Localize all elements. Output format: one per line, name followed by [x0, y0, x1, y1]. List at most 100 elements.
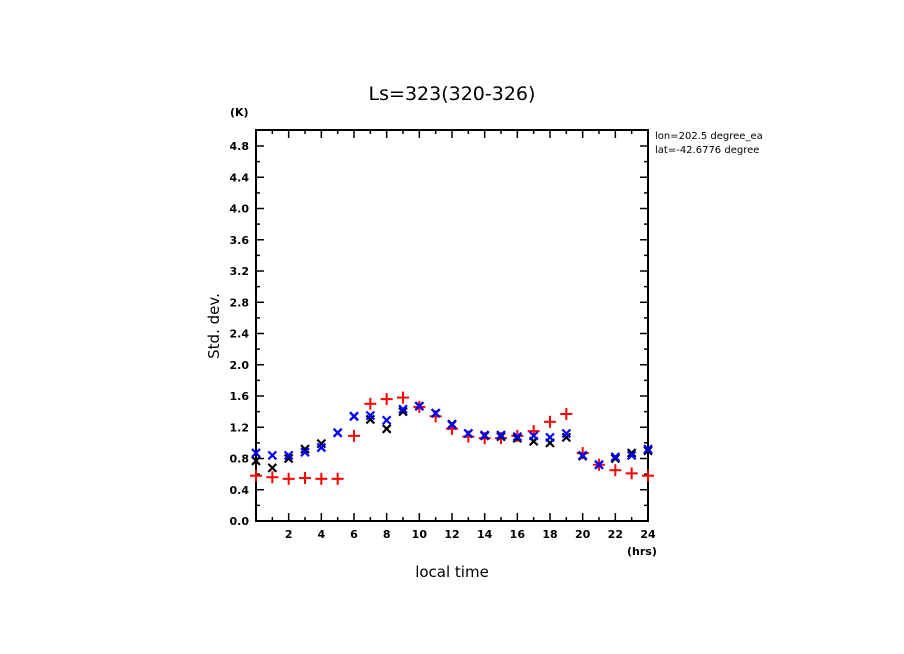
plot-frame [255, 129, 649, 522]
data-point [365, 410, 376, 421]
y-tick-label: 3.2 [230, 265, 250, 278]
x-tick-label: 4 [318, 528, 326, 541]
y-tick-label: 3.6 [230, 234, 250, 247]
data-point [397, 391, 409, 404]
y-tick-label: 4.8 [230, 140, 250, 153]
x-tick-label: 8 [383, 528, 391, 541]
marker-diag-b [610, 452, 621, 462]
data-point [594, 459, 604, 470]
x-tick-label: 20 [575, 528, 591, 541]
marker-diag-b [528, 431, 539, 441]
data-point [512, 431, 523, 442]
data-point [251, 456, 261, 466]
x-tick-label: 18 [542, 528, 557, 541]
x-axis-title: local time [415, 563, 489, 581]
data-point [380, 393, 393, 406]
data-point [625, 467, 638, 480]
marker-diag-b [332, 427, 343, 438]
data-point [545, 432, 555, 443]
data-point [349, 411, 359, 422]
x-tick-label: 10 [412, 528, 428, 541]
data-point [560, 407, 573, 420]
annotation-lat: lat=-42.6776 degree [655, 145, 759, 156]
marker-diag-b [251, 456, 261, 466]
marker-diag-b [643, 444, 653, 454]
x-tick-label: 6 [350, 528, 358, 541]
marker-diag-b [479, 430, 490, 440]
data-point [348, 429, 360, 442]
annotation-lon: lon=202.5 degree_ea [655, 131, 763, 142]
marker-diag-b [447, 420, 457, 430]
data-point [544, 415, 556, 428]
marker-diag-b [349, 411, 359, 422]
data-point [398, 406, 408, 417]
data-point [299, 472, 311, 485]
y-tick-label: 1.2 [230, 421, 250, 434]
marker-diag-b [496, 430, 506, 440]
marker-diag-b [365, 410, 376, 421]
data-point [282, 472, 295, 485]
data-point [300, 444, 310, 454]
data-point [610, 453, 621, 464]
data-point [300, 447, 310, 458]
y-tick-label: 2.0 [230, 359, 250, 372]
marker-diag-b [381, 424, 392, 434]
marker-diag-b [626, 450, 637, 461]
x-tick-label: 12 [444, 528, 459, 541]
data-point [626, 448, 637, 458]
data-point [496, 431, 506, 442]
data-point [463, 428, 474, 439]
data-point [250, 469, 262, 482]
data-point [332, 427, 343, 438]
data-point [512, 433, 523, 443]
marker-diag-b [398, 406, 408, 417]
marker-diag-b [561, 428, 572, 439]
data-point [364, 397, 377, 410]
data-point [528, 431, 539, 441]
marker-diag-b [577, 450, 588, 461]
marker-diag-b [267, 450, 278, 461]
data-point [267, 450, 278, 461]
marker-diag-b [267, 463, 278, 473]
data-point [577, 450, 588, 461]
marker-diag-b [283, 450, 294, 461]
y-tick-label: 2.4 [230, 328, 250, 341]
data-point [479, 430, 490, 440]
data-point [398, 404, 408, 415]
marker-diag-b [283, 453, 294, 464]
x-tick-label: 16 [510, 528, 526, 541]
y-tick-label: 0.8 [230, 453, 250, 466]
marker-diag-b [398, 404, 408, 415]
data-point [643, 444, 653, 454]
data-point [283, 453, 294, 464]
marker-diag-b [545, 432, 555, 443]
data-point [430, 408, 441, 418]
marker-diag-b [463, 428, 474, 439]
x-tick-label: 22 [608, 528, 623, 541]
data-point [561, 428, 572, 439]
marker-diag-b [300, 447, 310, 458]
y-unit-label: (K) [230, 106, 249, 119]
marker-diag-b [512, 433, 523, 443]
marker-diag-b [496, 431, 506, 442]
marker-diag-b [430, 408, 441, 418]
x-tick-label: 14 [477, 528, 493, 541]
data-point [316, 442, 327, 453]
data-point [381, 424, 392, 434]
data-point [626, 450, 637, 461]
x-unit-label: (hrs) [627, 545, 657, 558]
marker-diag-b [414, 401, 425, 411]
y-axis: 0.0 0.4 0.8 1.2 1.6 2.0 2.4 2.8 3.2 3.6 4.0 4.4 4.8 [230, 140, 648, 528]
data-point [283, 450, 294, 461]
marker-diag-b [643, 445, 653, 456]
data-point [496, 430, 506, 440]
data-point [267, 463, 278, 473]
series-layer [250, 391, 654, 485]
y-tick-label: 4.4 [230, 171, 250, 184]
x-tick-label: 24 [640, 528, 656, 541]
series-blue-x [251, 401, 653, 470]
y-tick-label: 2.8 [230, 296, 250, 309]
data-point [610, 452, 621, 462]
marker-diag-b [610, 453, 621, 464]
series-black-x [251, 401, 653, 473]
